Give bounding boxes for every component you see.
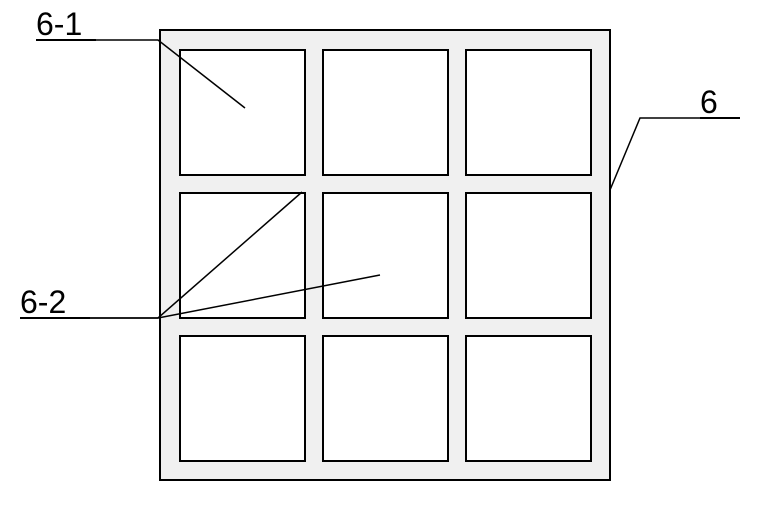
label-6: 6: [700, 84, 718, 120]
label-box-6: 6: [700, 84, 740, 119]
label-6-1: 6-1: [36, 6, 82, 42]
grid-cell: [323, 193, 448, 318]
label-6-2: 6-2: [20, 284, 66, 320]
diagram-container: 6-1 6-2 6: [0, 0, 780, 517]
grid-cell: [466, 336, 591, 461]
grid-cell: [180, 50, 305, 175]
grid-cell: [466, 193, 591, 318]
grid-cell: [180, 336, 305, 461]
diagram-svg: [0, 0, 780, 517]
grid-cell: [323, 336, 448, 461]
grid-cell: [323, 50, 448, 175]
label-box-6-2: 6-2: [20, 284, 90, 319]
label-box-6-1: 6-1: [36, 6, 96, 41]
leader-line-6: [610, 118, 700, 190]
grid-cell: [180, 193, 305, 318]
grid-cell: [466, 50, 591, 175]
